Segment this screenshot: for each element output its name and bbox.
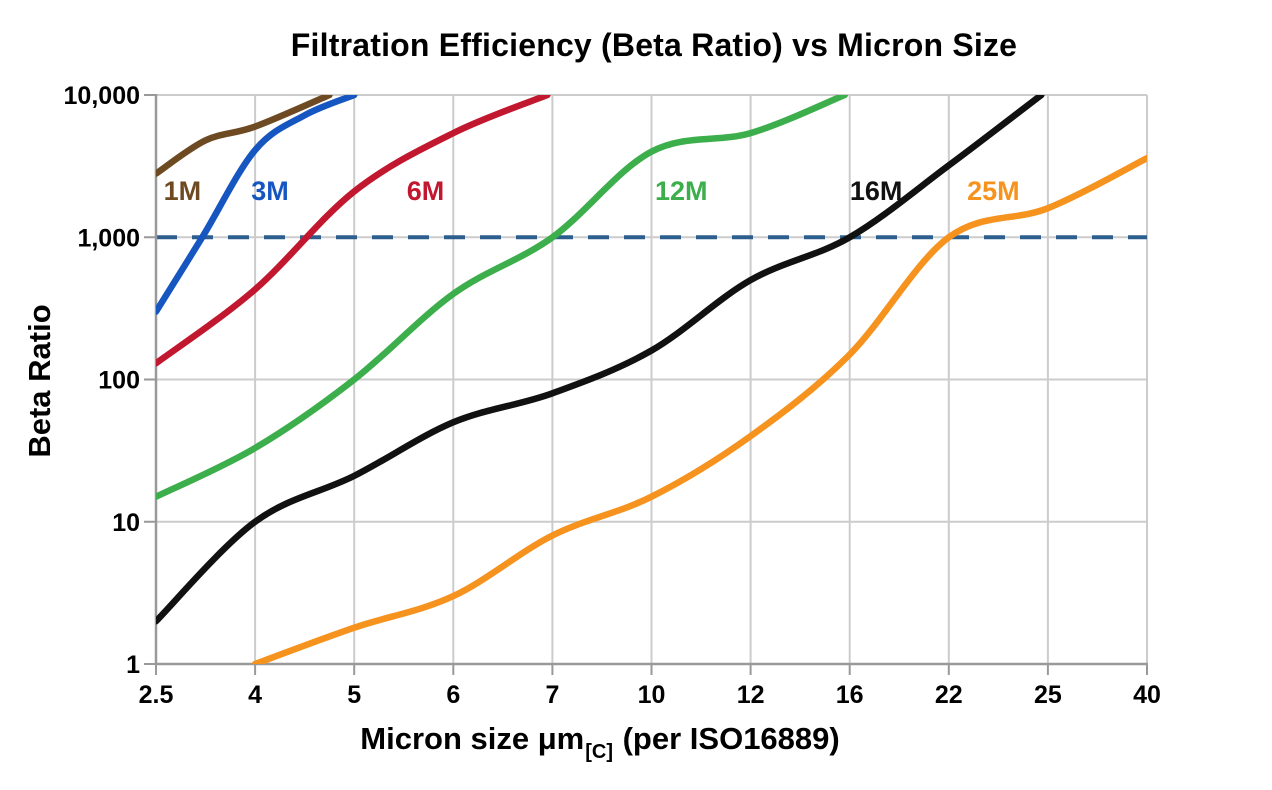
x-tick-label: 6 bbox=[446, 681, 460, 709]
x-axis-title-suffix: (per ISO16889) bbox=[614, 721, 840, 756]
curve-1M bbox=[156, 95, 333, 177]
x-axis-title-subscript: [C] bbox=[585, 741, 613, 763]
series-label-1M: 1M bbox=[164, 176, 202, 206]
series-label-6M: 6M bbox=[407, 176, 445, 206]
series-label-16M: 16M bbox=[850, 176, 903, 206]
y-tick-label: 1 bbox=[126, 651, 140, 679]
y-axis-title: Beta Ratio bbox=[22, 304, 57, 458]
x-tick-label: 22 bbox=[935, 681, 963, 709]
x-tick-label: 5 bbox=[347, 681, 361, 709]
y-tick-label: 10,000 bbox=[64, 82, 140, 110]
series-label-3M: 3M bbox=[251, 176, 289, 206]
x-tick-label: 12 bbox=[737, 681, 765, 709]
y-tick-label: 1,000 bbox=[77, 224, 140, 252]
curve-3M bbox=[156, 95, 358, 315]
curve-12M bbox=[156, 95, 848, 500]
y-tick-label: 10 bbox=[112, 509, 140, 537]
x-tick-label: 10 bbox=[638, 681, 666, 709]
x-tick-label: 7 bbox=[545, 681, 559, 709]
tick-marks bbox=[144, 94, 1148, 675]
series-label-12M: 12M bbox=[655, 176, 708, 206]
x-tick-label: 2.5 bbox=[139, 681, 174, 709]
x-tick-labels: 2.5 4 5 6 7 10 12 16 22 25 40 bbox=[139, 681, 1161, 709]
x-axis-title: Micron size μm[C] (per ISO16889) bbox=[0, 721, 1200, 763]
x-tick-label: 4 bbox=[248, 681, 262, 709]
series-label-25M: 25M bbox=[967, 176, 1020, 206]
y-tick-label: 100 bbox=[98, 367, 140, 395]
curve-6M bbox=[156, 95, 551, 367]
chart-title: Filtration Efficiency (Beta Ratio) vs Mi… bbox=[290, 27, 1018, 63]
x-tick-label: 25 bbox=[1034, 681, 1062, 709]
x-axis-title-text: Micron size μm bbox=[360, 721, 585, 756]
curve-25M bbox=[251, 154, 1147, 664]
series-curves bbox=[156, 95, 1147, 664]
y-tick-labels: 10,000 1,000 100 10 1 bbox=[64, 82, 141, 679]
x-tick-label: 16 bbox=[836, 681, 864, 709]
curve-16M bbox=[156, 95, 1045, 625]
series-labels: 1M 3M 6M 12M 16M 25M bbox=[164, 176, 1020, 206]
x-tick-label: 40 bbox=[1133, 681, 1161, 709]
